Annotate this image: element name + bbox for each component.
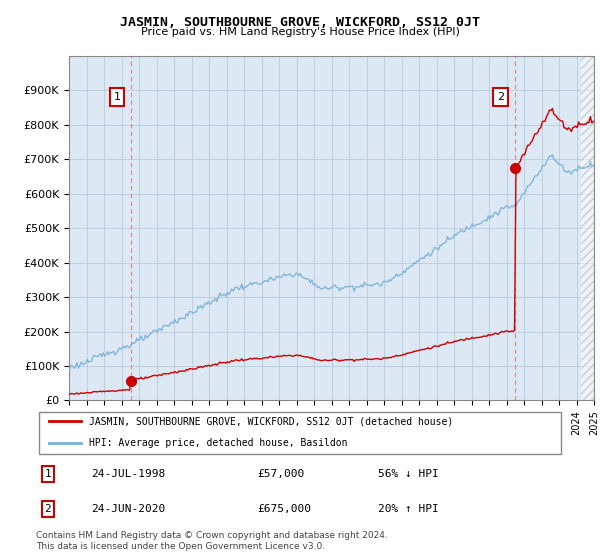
Text: £57,000: £57,000 xyxy=(257,469,304,479)
Text: 24-JUL-1998: 24-JUL-1998 xyxy=(91,469,166,479)
Text: 1: 1 xyxy=(44,469,51,479)
Text: HPI: Average price, detached house, Basildon: HPI: Average price, detached house, Basi… xyxy=(89,438,347,448)
Text: 24-JUN-2020: 24-JUN-2020 xyxy=(91,504,166,514)
Text: 1: 1 xyxy=(113,92,121,102)
Text: 56% ↓ HPI: 56% ↓ HPI xyxy=(378,469,439,479)
Text: 2: 2 xyxy=(44,504,51,514)
Text: 2: 2 xyxy=(497,92,504,102)
Text: JASMIN, SOUTHBOURNE GROVE, WICKFORD, SS12 0JT (detached house): JASMIN, SOUTHBOURNE GROVE, WICKFORD, SS1… xyxy=(89,417,453,426)
Text: 20% ↑ HPI: 20% ↑ HPI xyxy=(378,504,439,514)
FancyBboxPatch shape xyxy=(38,412,562,454)
Text: Price paid vs. HM Land Registry's House Price Index (HPI): Price paid vs. HM Land Registry's House … xyxy=(140,27,460,37)
Text: £675,000: £675,000 xyxy=(257,504,311,514)
Text: JASMIN, SOUTHBOURNE GROVE, WICKFORD, SS12 0JT: JASMIN, SOUTHBOURNE GROVE, WICKFORD, SS1… xyxy=(120,16,480,29)
Bar xyxy=(581,56,594,400)
Text: Contains HM Land Registry data © Crown copyright and database right 2024.
This d: Contains HM Land Registry data © Crown c… xyxy=(36,531,388,551)
Bar xyxy=(581,56,594,400)
